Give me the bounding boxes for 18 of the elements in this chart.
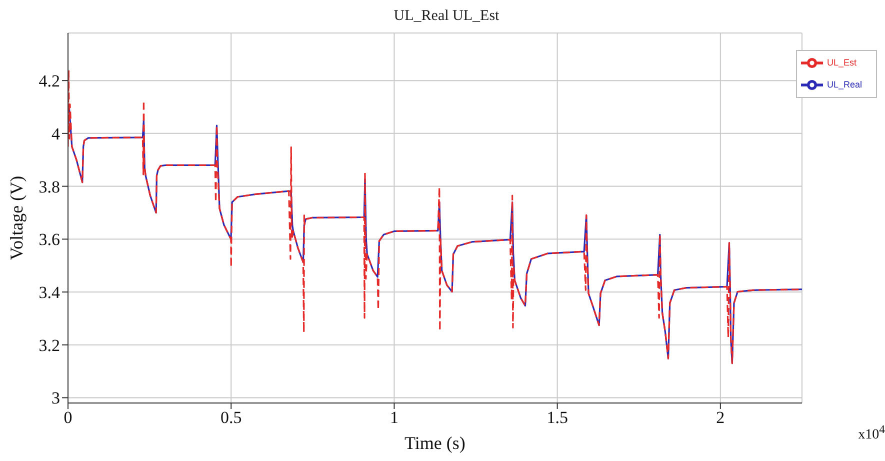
y-tick-label: 3.4	[38, 283, 60, 302]
x-axis-title: Time (s)	[404, 433, 466, 453]
chart-title: UL_Real UL_Est	[392, 8, 500, 25]
legend-label: UL_Real	[826, 79, 862, 90]
y-tick-label: 4.2	[38, 72, 60, 91]
x-tick-label: 2	[716, 408, 725, 428]
y-tick-label: 3.8	[38, 177, 60, 196]
legend-label: UL_Est	[826, 57, 856, 68]
x-tick-label: 1	[390, 408, 398, 428]
x-tick-label: 0.5	[220, 408, 242, 428]
y-tick-label: 3	[52, 388, 60, 408]
x-tick-label: 0	[64, 408, 72, 428]
text: x10$^{4}$	[858, 423, 885, 444]
y-axis-title: Voltage (V)	[6, 176, 26, 260]
x-tick-label: 1.5	[546, 408, 568, 428]
y-tick-label: 4	[52, 124, 60, 144]
y-tick-label: 3.6	[38, 230, 60, 250]
y-tick-label: 3.2	[38, 336, 60, 355]
